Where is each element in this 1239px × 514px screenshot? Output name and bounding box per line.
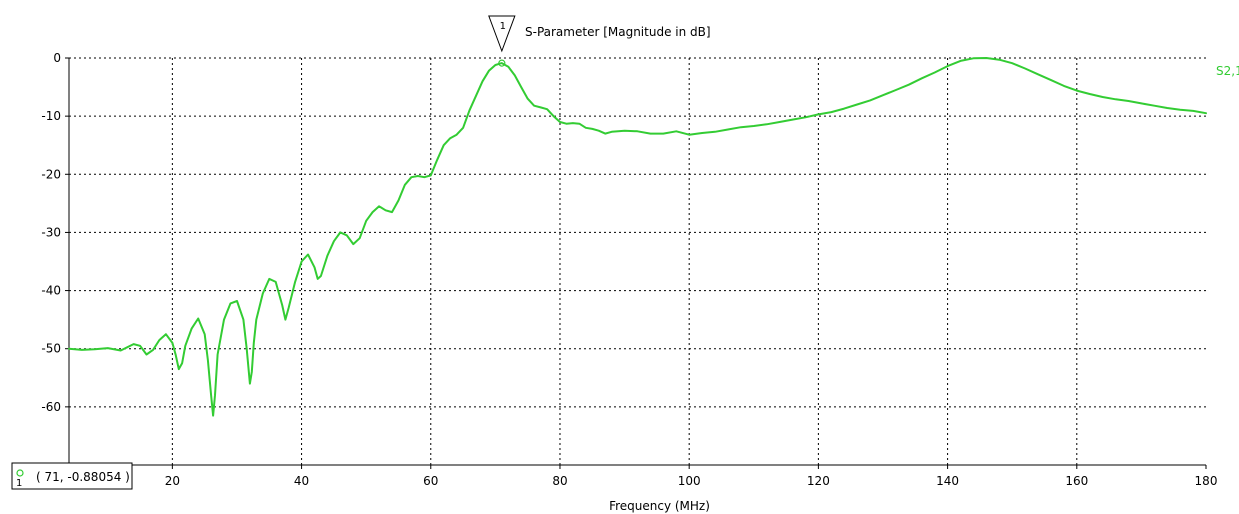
x-tick-label: 40 [294,474,309,488]
y-tick-label: -10 [41,109,61,123]
x-tick-label: 160 [1065,474,1088,488]
series-label: S2,1 [1216,64,1239,78]
x-tick-labels: 20 40 60 80 100 120 140 160 180 [165,474,1218,488]
marker-1[interactable]: 1 [488,15,516,67]
series-layer [68,57,1207,417]
y-tick-label: -50 [41,342,61,356]
marker-readout[interactable]: 1 ( 71, -0.88054 ) [11,462,133,490]
x-tick-label: 20 [165,474,180,488]
y-tick-label: -40 [41,284,61,298]
axes-layer [68,58,1206,466]
y-tick-label: -30 [41,225,61,239]
x-tick-label: 180 [1195,474,1218,488]
x-tick-label: 60 [423,474,438,488]
x-axis-label: Frequency (MHz) [609,499,710,513]
y-tick-labels: 0 -10 -20 -30 -40 -50 -60 [41,51,61,414]
x-tick-label: 120 [807,474,830,488]
chart-title: S-Parameter [Magnitude in dB] [525,25,711,39]
marker-readout-box[interactable] [11,462,133,490]
y-tick-label: 0 [53,51,61,65]
marker-number: 1 [500,21,506,32]
marker-point [498,59,506,67]
x-tick-label: 80 [552,474,567,488]
marker-readout-text: ( 71, -0.88054 ) [36,470,130,484]
marker-readout-icon [16,469,24,477]
x-tick-label: 140 [936,474,959,488]
marker-readout-number: 1 [16,478,22,489]
x-tick-label: 100 [678,474,701,488]
marker-triangle-icon[interactable] [488,15,516,53]
y-tick-label: -60 [41,400,61,414]
y-tick-label: -20 [41,167,61,181]
series-line-0 [68,57,1207,417]
grid-layer [65,57,1207,469]
